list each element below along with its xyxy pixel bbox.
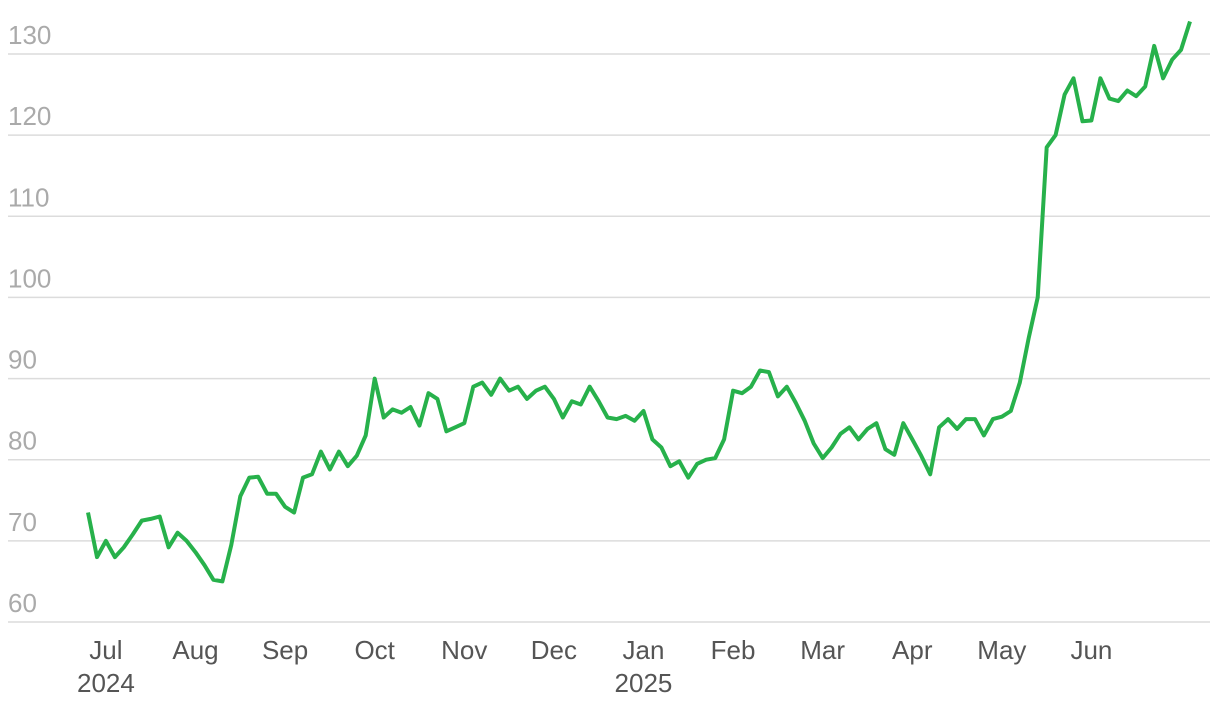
y-tick-label: 80 [8, 426, 37, 456]
x-tick-label: Mar [800, 635, 846, 665]
y-tick-label: 130 [8, 20, 51, 50]
y-tick-label: 120 [8, 101, 51, 131]
x-tick-label: Jul 2024 [76, 635, 135, 698]
x-tick-label: Apr [892, 635, 933, 665]
y-tick-label: 110 [8, 182, 49, 212]
x-tick-label: Oct [354, 635, 395, 665]
x-tick-label: Sep [261, 635, 309, 665]
y-tick-label: 60 [8, 588, 37, 618]
x-tick-label: Aug [172, 635, 219, 665]
y-tick-label: 100 [8, 263, 51, 293]
x-tick-label: Feb [710, 635, 756, 665]
x-tick-label: Nov [441, 635, 488, 665]
price-line [86, 20, 1192, 584]
x-tick-label: Dec [530, 635, 577, 665]
y-tick-label: 90 [8, 345, 37, 375]
x-tick-label: Jan 2025 [614, 635, 673, 698]
x-tick-label: May [977, 635, 1027, 665]
x-tick-label: Jun [1070, 635, 1113, 665]
y-tick-label: 70 [8, 507, 37, 537]
